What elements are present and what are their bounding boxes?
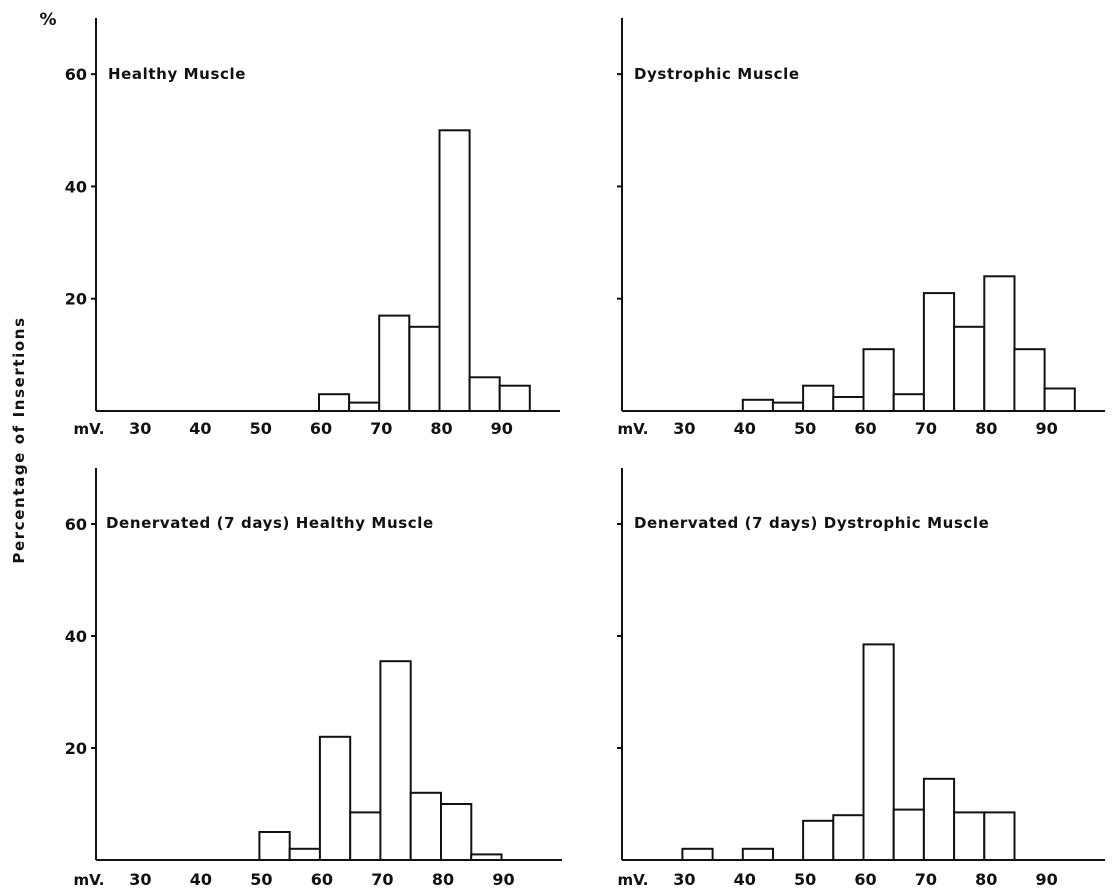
xtick-label-50: 50 <box>250 870 272 889</box>
bar-65-70 <box>892 808 925 861</box>
xtick-label-70: 70 <box>915 870 937 889</box>
x-axis-unit-label: mV. <box>73 420 104 438</box>
bar-60-65 <box>318 735 352 861</box>
xtick-label-90: 90 <box>492 870 514 889</box>
bar-80-85 <box>983 275 1016 412</box>
ytick-label-20: 20 <box>65 290 87 309</box>
bar-80-85 <box>440 803 473 861</box>
bar-70-75 <box>922 292 956 413</box>
xtick-label-30: 30 <box>673 419 695 438</box>
xtick-label-90: 90 <box>1035 419 1057 438</box>
ytick-label-60: 60 <box>65 65 87 84</box>
chart-title: Denervated (7 days) Dystrophic Muscle <box>634 514 989 532</box>
bar-85-90 <box>468 376 501 412</box>
bar-90-95 <box>498 384 531 413</box>
bar-65-70 <box>349 811 382 862</box>
xtick-label-80: 80 <box>975 870 997 889</box>
ytick-label-60: 60 <box>65 515 87 534</box>
bar-70-75 <box>378 314 411 413</box>
bar-75-80 <box>953 811 986 862</box>
bar-60-65 <box>862 643 895 862</box>
xtick-label-50: 50 <box>794 870 816 889</box>
bar-65-70 <box>348 401 381 413</box>
bar-90-95 <box>1043 387 1076 412</box>
bar-50-55 <box>258 831 291 861</box>
xtick-label-60: 60 <box>854 870 876 889</box>
xtick-label-70: 70 <box>371 870 393 889</box>
bar-65-70 <box>892 393 925 413</box>
bar-75-80 <box>953 325 986 412</box>
x-axis-unit-label: mV. <box>73 871 104 889</box>
xtick-label-60: 60 <box>854 419 876 438</box>
xtick-label-40: 40 <box>189 419 211 438</box>
xtick-label-60: 60 <box>310 419 332 438</box>
xtick-label-70: 70 <box>370 419 392 438</box>
bar-85-90 <box>1013 348 1046 413</box>
xtick-label-90: 90 <box>1035 870 1057 889</box>
xtick-label-60: 60 <box>311 870 333 889</box>
panel-healthy-muscle: 20 40 60 30 40 50 60 70 80 90 mV. Healthy Muscle <box>65 18 560 438</box>
ytick-label-20: 20 <box>65 739 87 758</box>
panel-denervated-7-days-healthy-muscle: 20 40 60 30 40 50 60 70 80 90 mV. Denervated (7 day… <box>65 468 562 889</box>
chart-title: Dystrophic Muscle <box>634 65 800 83</box>
histogram-panels: 20 40 60 30 40 50 60 70 80 90 mV. Healthy Muscle 30 4… <box>65 18 1105 889</box>
chart-title: Denervated (7 days) Healthy Muscle <box>106 514 434 532</box>
xtick-label-80: 80 <box>430 419 452 438</box>
xtick-label-80: 80 <box>975 419 997 438</box>
bar-55-60 <box>832 396 865 412</box>
x-axis-unit-label: mV. <box>617 420 648 438</box>
bar-75-80 <box>408 325 441 412</box>
xtick-label-40: 40 <box>190 870 212 889</box>
bar-70-75 <box>379 660 412 862</box>
xtick-label-30: 30 <box>129 419 151 438</box>
xtick-label-40: 40 <box>734 870 756 889</box>
panel-dystrophic-muscle: 30 40 50 60 70 80 90 mV. Dystrophic Muscle <box>617 18 1105 438</box>
xtick-label-30: 30 <box>673 870 695 889</box>
panel-denervated-7-days-dystrophic-muscle: 30 40 50 60 70 80 90 mV. Denervated (7 days) Dys… <box>617 468 1105 889</box>
bar-50-55 <box>802 384 835 413</box>
xtick-label-50: 50 <box>250 419 272 438</box>
y-unit-label: % <box>39 10 56 30</box>
xtick-label-90: 90 <box>491 419 513 438</box>
xtick-label-40: 40 <box>734 419 756 438</box>
bar-40-45 <box>741 847 774 861</box>
xtick-label-70: 70 <box>915 419 937 438</box>
xtick-label-30: 30 <box>129 870 151 889</box>
xtick-label-80: 80 <box>432 870 454 889</box>
chart-title: Healthy Muscle <box>108 65 246 83</box>
x-axis-unit-label: mV. <box>617 871 648 889</box>
xtick-label-50: 50 <box>794 419 816 438</box>
ytick-label-40: 40 <box>65 627 87 646</box>
bar-80-85 <box>983 811 1016 862</box>
bar-40-45 <box>741 398 774 412</box>
bar-45-50 <box>771 401 805 413</box>
ytick-label-40: 40 <box>65 177 87 196</box>
y-axis-title: Percentage of Insertions <box>10 316 28 563</box>
bar-70-75 <box>922 777 956 861</box>
bar-30-35 <box>681 847 714 861</box>
bar-75-80 <box>409 791 443 861</box>
bar-55-60 <box>832 814 865 862</box>
bar-60-65 <box>318 393 351 413</box>
bar-80-85 <box>438 129 471 413</box>
bar-60-65 <box>862 348 895 413</box>
bar-50-55 <box>802 819 835 861</box>
bar-55-60 <box>288 847 322 861</box>
